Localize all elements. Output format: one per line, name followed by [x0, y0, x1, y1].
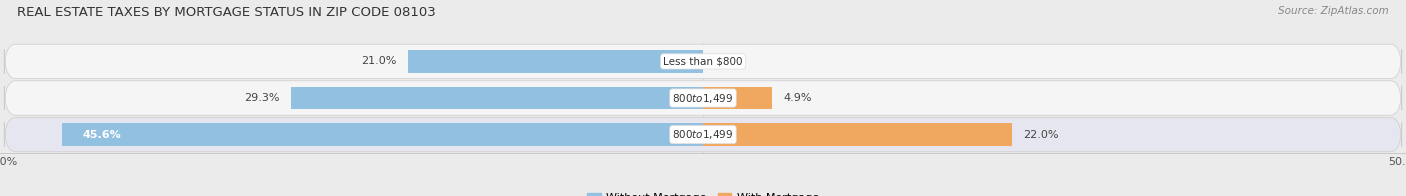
Bar [62, 123, 703, 146]
Text: REAL ESTATE TAXES BY MORTGAGE STATUS IN ZIP CODE 08103: REAL ESTATE TAXES BY MORTGAGE STATUS IN … [17, 6, 436, 19]
Bar [703, 123, 1012, 146]
Text: 22.0%: 22.0% [1024, 130, 1059, 140]
Bar [408, 50, 703, 73]
Bar [703, 87, 772, 109]
Text: 45.6%: 45.6% [83, 130, 122, 140]
Text: 21.0%: 21.0% [361, 56, 396, 66]
Text: Less than $800: Less than $800 [664, 56, 742, 66]
Bar [291, 87, 703, 109]
FancyBboxPatch shape [4, 117, 1402, 152]
Text: 4.9%: 4.9% [783, 93, 811, 103]
FancyBboxPatch shape [4, 81, 1402, 115]
Text: $800 to $1,499: $800 to $1,499 [672, 92, 734, 104]
Text: Source: ZipAtlas.com: Source: ZipAtlas.com [1278, 6, 1389, 16]
FancyBboxPatch shape [4, 44, 1402, 79]
Text: 29.3%: 29.3% [245, 93, 280, 103]
Legend: Without Mortgage, With Mortgage: Without Mortgage, With Mortgage [582, 188, 824, 196]
Text: 0.0%: 0.0% [714, 56, 742, 66]
Text: $800 to $1,499: $800 to $1,499 [672, 128, 734, 141]
